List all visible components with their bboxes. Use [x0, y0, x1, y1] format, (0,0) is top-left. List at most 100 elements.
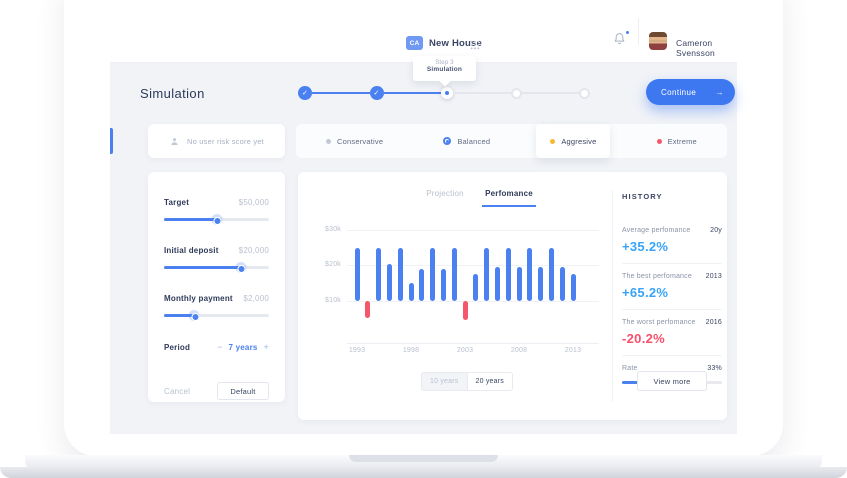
- notification-dot: [625, 30, 630, 35]
- tooltip-step: Step 3: [435, 60, 454, 66]
- step-node-4[interactable]: [510, 87, 522, 99]
- stat-value: +65.2%: [622, 285, 669, 300]
- history-item-best: The best perfomance 2013 +65.2%: [622, 273, 722, 310]
- tab-performance[interactable]: Perfomance: [485, 189, 533, 198]
- gridline: [347, 230, 599, 231]
- chart-bar-1995[interactable]: [376, 247, 382, 301]
- risk-option-balanced[interactable]: Balanced: [429, 124, 504, 158]
- range-10-years[interactable]: 10 years: [430, 378, 459, 385]
- gridline: [347, 300, 599, 302]
- chart-bar-1998[interactable]: [408, 282, 414, 301]
- step-node-5[interactable]: [579, 87, 590, 99]
- chart-bar-2009[interactable]: [527, 247, 533, 301]
- step-connector: [383, 92, 441, 94]
- monthly-payment-label: Monthly payment: [164, 294, 233, 303]
- step-connector: [521, 92, 579, 94]
- target-slider[interactable]: [164, 214, 269, 225]
- chart-bar-2011[interactable]: [548, 247, 554, 301]
- period-stepper: − 7 years +: [217, 342, 269, 352]
- chart-bar-2002[interactable]: [451, 247, 457, 301]
- chart-bar-1996[interactable]: [386, 263, 392, 301]
- apps-grid-icon[interactable]: [470, 37, 480, 55]
- chart-bar-2008[interactable]: [516, 267, 522, 301]
- stat-label: The worst perfomance: [622, 319, 696, 326]
- period-decrease-button[interactable]: −: [217, 342, 223, 352]
- y-axis-tick: $20k: [325, 261, 341, 269]
- initial-deposit-value: $20,000: [238, 246, 269, 255]
- chart-bar-2003[interactable]: [462, 300, 468, 320]
- laptop-base-front: [0, 467, 847, 478]
- risk-option-conservative[interactable]: Conservative: [312, 124, 397, 158]
- step-node-3[interactable]: [441, 87, 453, 99]
- range-20-years[interactable]: 20 years: [466, 373, 512, 390]
- chart-bar-2005[interactable]: [484, 247, 490, 301]
- step-node-1[interactable]: ✓: [298, 86, 312, 100]
- top-bar: CA New House Camer: [110, 0, 737, 87]
- left-edge-accent: [110, 128, 113, 154]
- target-value: $50,000: [238, 198, 269, 207]
- monthly-payment-slider[interactable]: [164, 310, 269, 321]
- chart-bar-2010[interactable]: [538, 267, 544, 301]
- yellow-dot-icon: [550, 138, 556, 144]
- stat-label: The best perfomance: [622, 273, 692, 280]
- step-node-2[interactable]: ✓: [369, 86, 384, 100]
- stat-meta: 2013: [705, 273, 722, 280]
- red-dot-icon: [656, 138, 662, 144]
- chart-bar-2006[interactable]: [494, 267, 500, 301]
- workspace-name[interactable]: New House: [429, 38, 483, 49]
- target-label: Target: [164, 198, 190, 207]
- x-axis-tick: 1993: [348, 347, 366, 354]
- notifications-button[interactable]: [613, 30, 630, 50]
- gridline: [347, 265, 599, 267]
- slider-fill: [164, 218, 217, 221]
- x-axis-tick: 2008: [510, 347, 528, 354]
- tab-projection[interactable]: Projection: [426, 189, 464, 198]
- default-button[interactable]: Default: [217, 382, 269, 400]
- workspace-badge[interactable]: CA: [406, 36, 423, 50]
- history-title: HISTORY: [622, 192, 663, 201]
- chart-bar-1997[interactable]: [397, 247, 403, 301]
- chart-bar-1994[interactable]: [365, 300, 371, 319]
- gray-dot-icon: [326, 138, 332, 144]
- chart-bar-2000[interactable]: [430, 247, 436, 301]
- chart-bar-2001[interactable]: [440, 268, 446, 301]
- initial-deposit-slider[interactable]: [164, 262, 269, 273]
- user-avatar[interactable]: [649, 32, 667, 50]
- active-tab-underline: [482, 205, 536, 207]
- risk-score-empty-label: No user risk score yet: [187, 136, 264, 146]
- cancel-link[interactable]: Cancel: [164, 386, 191, 396]
- risk-option-aggressive[interactable]: Aggresive: [536, 124, 611, 158]
- y-axis-tick: $30k: [325, 226, 341, 233]
- slider-fill: [164, 314, 195, 317]
- chart-bar-2007[interactable]: [505, 247, 511, 301]
- bar-chart-plot: $30k $20k $10k 1993 1998 2003 2008 2013: [325, 226, 599, 354]
- simulation-parameters-card: Target $50,000 Initial deposit $20,000 M…: [148, 172, 285, 402]
- chart-bar-2013[interactable]: [570, 274, 576, 301]
- period-value: 7 years: [228, 342, 258, 352]
- laptop-base-notch: [349, 455, 498, 462]
- history-item-worst: The worst perfomance 2016 -20.2%: [622, 319, 722, 356]
- rate-value: 33%: [707, 365, 722, 372]
- risk-option-extreme[interactable]: Extreme: [643, 124, 711, 158]
- step-connector: [453, 92, 511, 94]
- period-increase-button[interactable]: +: [263, 342, 269, 352]
- slider-handle[interactable]: [235, 262, 247, 273]
- monthly-payment-value: $2,000: [243, 294, 269, 303]
- view-more-button[interactable]: View more: [637, 371, 707, 391]
- range-toggle: 10 years 20 years: [421, 372, 513, 391]
- continue-button[interactable]: Continue →: [646, 79, 735, 105]
- arrow-right-icon: →: [715, 87, 724, 97]
- slider-handle[interactable]: [188, 310, 200, 321]
- risk-option-label: Aggresive: [561, 136, 597, 146]
- chart-bar-1999[interactable]: [419, 268, 425, 301]
- y-axis-tick: $10k: [325, 296, 341, 304]
- slider-handle[interactable]: [211, 214, 222, 225]
- chart-bar-2004[interactable]: [473, 274, 479, 301]
- period-label: Period: [164, 342, 191, 352]
- risk-profile-selector: Conservative Balanced Aggresive Extreme: [296, 124, 727, 158]
- performance-chart-card: Projection Perfomance $30k $20k $10k 1993 19…: [298, 172, 727, 420]
- x-axis-tick: 2003: [456, 347, 474, 354]
- user-name[interactable]: Cameron Svensson: [676, 38, 715, 58]
- chart-bar-2012[interactable]: [559, 267, 565, 301]
- chart-bar-1993[interactable]: [354, 247, 360, 301]
